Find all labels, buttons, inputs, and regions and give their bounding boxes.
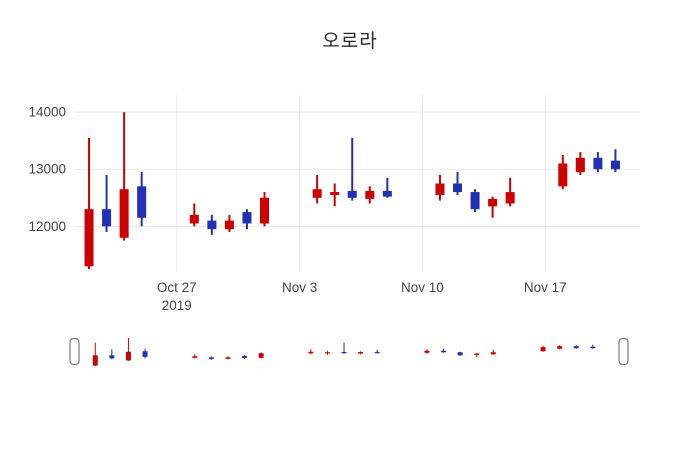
candle-body bbox=[557, 346, 563, 349]
y-tick-label: 13000 bbox=[28, 162, 66, 177]
candle-body bbox=[488, 198, 498, 207]
candle-body bbox=[505, 192, 515, 204]
candle-body bbox=[441, 350, 447, 353]
candle-body bbox=[330, 192, 340, 195]
candle-body bbox=[312, 189, 322, 198]
candle-body bbox=[84, 209, 94, 267]
candle-body bbox=[125, 351, 131, 361]
candle-body bbox=[558, 163, 568, 187]
rangeslider-handle-right[interactable] bbox=[618, 337, 629, 366]
candle-body bbox=[260, 197, 270, 224]
candle-body bbox=[593, 157, 603, 170]
candle-body bbox=[225, 357, 231, 359]
candle-body bbox=[92, 355, 98, 366]
candle-body bbox=[575, 157, 585, 173]
candle-body bbox=[470, 192, 480, 210]
candle-body bbox=[474, 353, 480, 355]
candle-body bbox=[540, 347, 546, 352]
rangeslider-handle-left[interactable] bbox=[69, 337, 80, 366]
candle-body bbox=[137, 186, 147, 218]
candle-body bbox=[457, 352, 463, 356]
candle-body bbox=[358, 352, 364, 354]
candle-body bbox=[224, 220, 234, 230]
candle-body bbox=[453, 183, 463, 193]
rangeslider-track[interactable] bbox=[70, 334, 628, 369]
candle-body bbox=[573, 346, 579, 349]
candle-body bbox=[341, 352, 347, 354]
candle-body bbox=[435, 183, 445, 195]
x-tick-label: Nov 10 bbox=[401, 280, 444, 295]
candle-body bbox=[242, 355, 248, 358]
candle-body bbox=[365, 190, 375, 199]
candle-body bbox=[424, 350, 430, 353]
candle-body bbox=[258, 353, 264, 358]
candle-body bbox=[374, 352, 380, 354]
candle-body bbox=[109, 355, 115, 359]
x-tick-sublabel: 2019 bbox=[162, 298, 192, 313]
x-tick-label: Oct 27 bbox=[157, 280, 197, 295]
x-tick-label: Nov 3 bbox=[282, 280, 317, 295]
candle-body bbox=[382, 190, 392, 197]
candle-body bbox=[192, 356, 198, 358]
candle-body bbox=[242, 212, 252, 224]
candle-body bbox=[590, 346, 596, 349]
candle-body bbox=[102, 209, 112, 227]
candle-body bbox=[490, 352, 496, 355]
y-tick-label: 12000 bbox=[28, 219, 66, 234]
candle-body bbox=[208, 357, 214, 359]
candle-body bbox=[119, 189, 129, 238]
candle-body bbox=[207, 220, 217, 230]
candle-body bbox=[347, 190, 357, 198]
y-tick-label: 14000 bbox=[28, 105, 66, 120]
candle-body bbox=[189, 214, 199, 224]
candle-body bbox=[610, 160, 620, 170]
candle-body bbox=[308, 351, 314, 354]
candle-body bbox=[142, 351, 148, 357]
candle-body bbox=[324, 352, 330, 354]
chart-title: 오로라 bbox=[322, 31, 378, 52]
x-tick-label: Nov 17 bbox=[524, 280, 567, 295]
